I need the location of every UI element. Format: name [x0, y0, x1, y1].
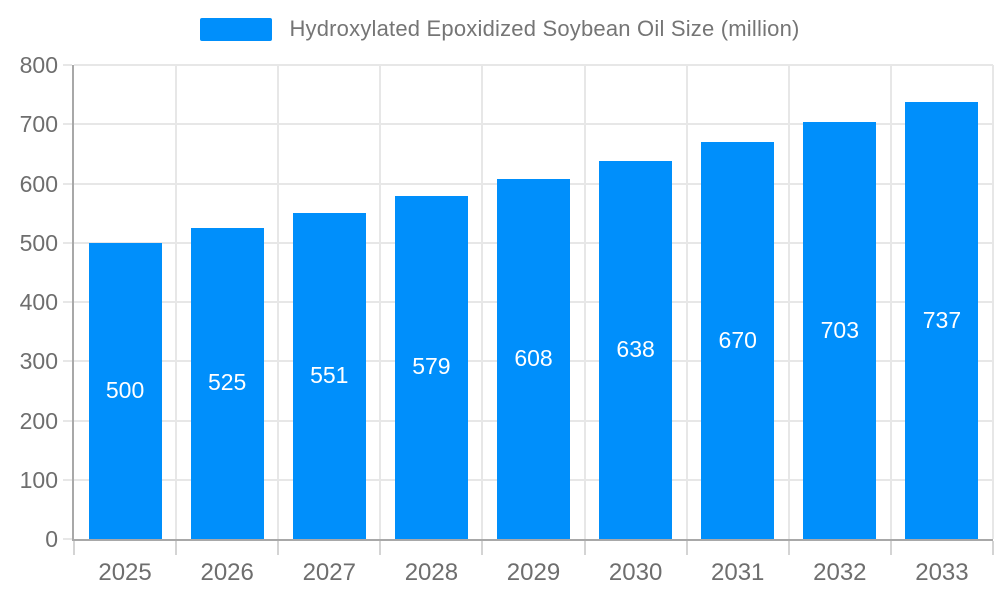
y-tick-label-800: 800 [19, 52, 58, 78]
gridline-x-5 [583, 65, 586, 539]
x-tick-label-2026: 2026 [200, 559, 254, 586]
gridline-y-700 [74, 123, 993, 126]
y-axis-line [72, 65, 74, 541]
x-axis-line [72, 539, 993, 541]
bar-2033: 737 [905, 102, 979, 539]
x-tick-label-2030: 2030 [608, 559, 663, 586]
legend-series-label: Hydroxylated Epoxidized Soybean Oil Size… [289, 16, 800, 41]
bar-value-label-2026: 525 [207, 369, 247, 396]
x-tick-4 [481, 541, 484, 555]
x-tick-label-2033: 2033 [915, 559, 969, 586]
gridline-x-6 [685, 65, 688, 539]
x-tick-label-2029: 2029 [506, 559, 561, 586]
bar-value-label-2025: 500 [105, 376, 145, 403]
gridline-x-3 [379, 65, 382, 539]
legend-item[interactable]: Hydroxylated Epoxidized Soybean Oil Size… [200, 16, 799, 42]
x-tick-label-2032: 2032 [813, 559, 867, 586]
bar-2028: 579 [394, 195, 468, 539]
gridline-x-9 [992, 65, 994, 539]
y-tick-label-500: 500 [19, 229, 58, 256]
x-tick-0 [73, 541, 75, 555]
y-tick-500 [63, 241, 72, 244]
bar-2032: 703 [803, 122, 877, 539]
x-tick-2 [277, 541, 280, 555]
y-tick-600 [63, 182, 72, 185]
y-tick-label-700: 700 [19, 111, 58, 138]
gridline-x-8 [889, 65, 892, 539]
y-tick-label-400: 400 [19, 289, 58, 315]
x-tick-9 [992, 541, 994, 555]
gridline-x-7 [787, 65, 790, 539]
y-tick-200 [63, 419, 72, 422]
y-tick-800 [63, 64, 72, 66]
bar-2027: 551 [292, 212, 366, 539]
x-tick-3 [379, 541, 382, 555]
bar-value-label-2027: 551 [310, 361, 349, 388]
bar-value-label-2029: 608 [514, 344, 553, 371]
gridline-x-2 [277, 65, 280, 539]
y-tick-label-0: 0 [45, 526, 58, 552]
bar-2025: 500 [88, 242, 162, 539]
y-tick-label-100: 100 [19, 466, 58, 493]
plot-area: 500 525 551 579 608 638 670 703 737 [63, 64, 994, 555]
x-tick-7 [787, 541, 790, 555]
x-tick-label-2031: 2031 [711, 559, 765, 586]
bar-value-label-2030: 638 [616, 336, 655, 362]
y-tick-0 [63, 538, 72, 540]
bar-value-label-2033: 737 [922, 306, 962, 333]
y-tick-100 [63, 478, 72, 481]
y-tick-label-200: 200 [19, 407, 58, 434]
gridline-x-1 [175, 65, 178, 539]
bar-2030: 638 [599, 161, 673, 539]
y-tick-300 [63, 360, 72, 363]
legend: Hydroxylated Epoxidized Soybean Oil Size… [0, 16, 1000, 42]
y-tick-400 [63, 301, 72, 303]
x-tick-8 [889, 541, 892, 555]
x-tick-label-2025: 2025 [98, 559, 152, 586]
y-tick-700 [63, 123, 72, 126]
legend-swatch-icon [200, 17, 273, 41]
bar-2031: 670 [701, 142, 775, 539]
bar-2029: 608 [497, 178, 570, 539]
bar-value-label-2028: 579 [412, 353, 451, 380]
y-tick-label-600: 600 [19, 170, 58, 197]
x-axis-labels: 2025 2026 2027 2028 2029 2030 2031 2032 2033 [74, 559, 993, 589]
x-tick-label-2028: 2028 [404, 559, 459, 586]
bar-value-label-2032: 703 [820, 316, 860, 343]
bar-2026: 525 [190, 227, 264, 539]
x-tick-5 [583, 541, 586, 555]
x-tick-1 [175, 541, 178, 555]
y-tick-label-300: 300 [19, 348, 58, 375]
bar-value-label-2031: 670 [718, 326, 757, 353]
x-tick-label-2027: 2027 [302, 559, 356, 586]
x-tick-6 [685, 541, 688, 555]
gridline-y-800 [74, 64, 993, 66]
y-axis-labels: 0 100 200 300 400 500 600 700 800 [0, 52, 58, 552]
gridline-x-4 [481, 65, 484, 539]
